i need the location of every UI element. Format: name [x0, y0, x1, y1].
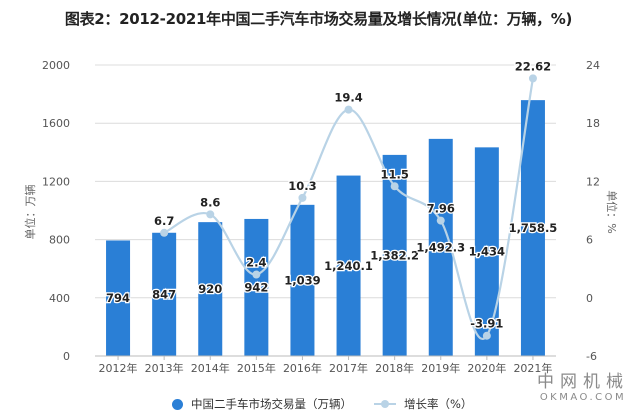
line-point[interactable]	[436, 216, 445, 225]
y-left-tick-label: 1600	[42, 117, 70, 130]
y-left-tick-label: 2000	[42, 59, 70, 72]
line-value-label: 11.5	[380, 167, 408, 181]
x-tick-label: 2019年	[421, 361, 460, 375]
legend-item-volume[interactable]: 中国二手车市场交易量（万辆）	[172, 396, 352, 412]
bar-value-label: 920	[198, 282, 222, 296]
y-axis-left: 0 400 800 1200 1600 2000	[42, 59, 70, 363]
bar-series	[106, 100, 545, 357]
line-value-label: 7.96	[427, 202, 455, 216]
line-value-label: 19.4	[334, 91, 362, 105]
y-left-tick-label: 1200	[42, 175, 70, 188]
line-point[interactable]	[344, 105, 353, 114]
bar[interactable]	[244, 218, 269, 356]
legend-label-growth: 增长率（%）	[404, 397, 473, 411]
y-axis-left-title: 单位：万辆	[23, 185, 37, 240]
bar[interactable]	[428, 138, 453, 356]
watermark-en: OKMAO.COM	[539, 392, 627, 403]
x-tick-label: 2017年	[329, 361, 368, 375]
line-point[interactable]	[298, 193, 307, 202]
x-tick-label: 2012年	[99, 361, 138, 375]
y-right-tick-label: 6	[586, 234, 593, 247]
bar[interactable]	[336, 175, 361, 356]
y-left-tick-label: 800	[49, 234, 70, 247]
line-legend-marker-icon	[374, 399, 396, 409]
bar-value-label: 1,240.1	[324, 259, 373, 273]
watermark: 中网机械 OKMAO.COM	[537, 372, 629, 404]
bar-value-label: 942	[244, 280, 268, 294]
line-value-label: 22.62	[515, 59, 551, 73]
bar[interactable]	[520, 100, 545, 357]
x-tick-label: 2016年	[283, 361, 322, 375]
x-tick-label: 2018年	[375, 361, 414, 375]
x-axis: 2012年 2013年 2014年 2015年 2016年 2017年 2018年 2019年…	[95, 355, 556, 375]
data-labels: 794 847 920 942 1,039 1,240.11,382.21,492.3 1,…	[105, 58, 559, 332]
x-tick-label: 2021年	[513, 361, 552, 375]
y-right-tick-label: 24	[586, 59, 600, 72]
line-point[interactable]	[206, 210, 215, 219]
line-value-label: 6.7	[154, 214, 174, 228]
bar-value-label: 1,382.2	[370, 248, 419, 262]
y-axis-right-title: 单位：%	[605, 190, 619, 233]
y-left-tick-label: 0	[63, 350, 70, 363]
bar-legend-dot-icon	[172, 398, 183, 410]
line-series	[160, 74, 537, 340]
x-tick-label: 2013年	[145, 361, 184, 375]
bar[interactable]	[290, 204, 315, 356]
line-value-label: -3.91	[470, 317, 503, 331]
bar-value-label: 1,492.3	[416, 240, 465, 254]
y-left-tick-label: 400	[49, 292, 70, 305]
watermark-cn: 中网机械	[537, 372, 629, 392]
bar-value-label: 1,758.5	[509, 221, 558, 235]
line-value-label: 10.3	[288, 179, 316, 193]
legend: 中国二手车市场交易量（万辆） 增长率（%）	[172, 396, 494, 412]
line-value-label: 2.4	[246, 256, 266, 270]
line-point[interactable]	[528, 74, 537, 83]
y-axis-right: -6 0 6 12 18 24	[586, 59, 600, 363]
line-point[interactable]	[160, 228, 169, 237]
y-right-tick-label: 18	[586, 117, 600, 130]
legend-item-growth[interactable]: 增长率（%）	[374, 396, 472, 412]
line-point[interactable]	[482, 331, 491, 340]
x-tick-label: 2014年	[191, 361, 230, 375]
legend-label-volume: 中国二手车市场交易量（万辆）	[191, 397, 352, 411]
bar[interactable]	[198, 222, 223, 356]
bar[interactable]	[106, 240, 131, 356]
bar-value-label: 1,434	[469, 245, 505, 259]
y-right-tick-label: -6	[586, 350, 597, 363]
line-value-label: 8.6	[200, 195, 220, 209]
bar-value-label: 794	[106, 291, 130, 305]
line-point[interactable]	[390, 182, 399, 191]
x-tick-label: 2015年	[237, 361, 276, 375]
chart-title: 图表2：2012-2021年中国二手汽车市场交易量及增长情况(单位：万辆，%)	[64, 10, 573, 28]
y-right-tick-label: 12	[586, 175, 600, 188]
bar[interactable]	[152, 232, 177, 356]
bar[interactable]	[474, 147, 499, 356]
bar-value-label: 847	[152, 287, 176, 301]
bar-value-label: 1,039	[284, 273, 320, 287]
line-point[interactable]	[252, 270, 261, 279]
x-tick-label: 2020年	[467, 361, 506, 375]
y-right-tick-label: 0	[586, 292, 593, 305]
